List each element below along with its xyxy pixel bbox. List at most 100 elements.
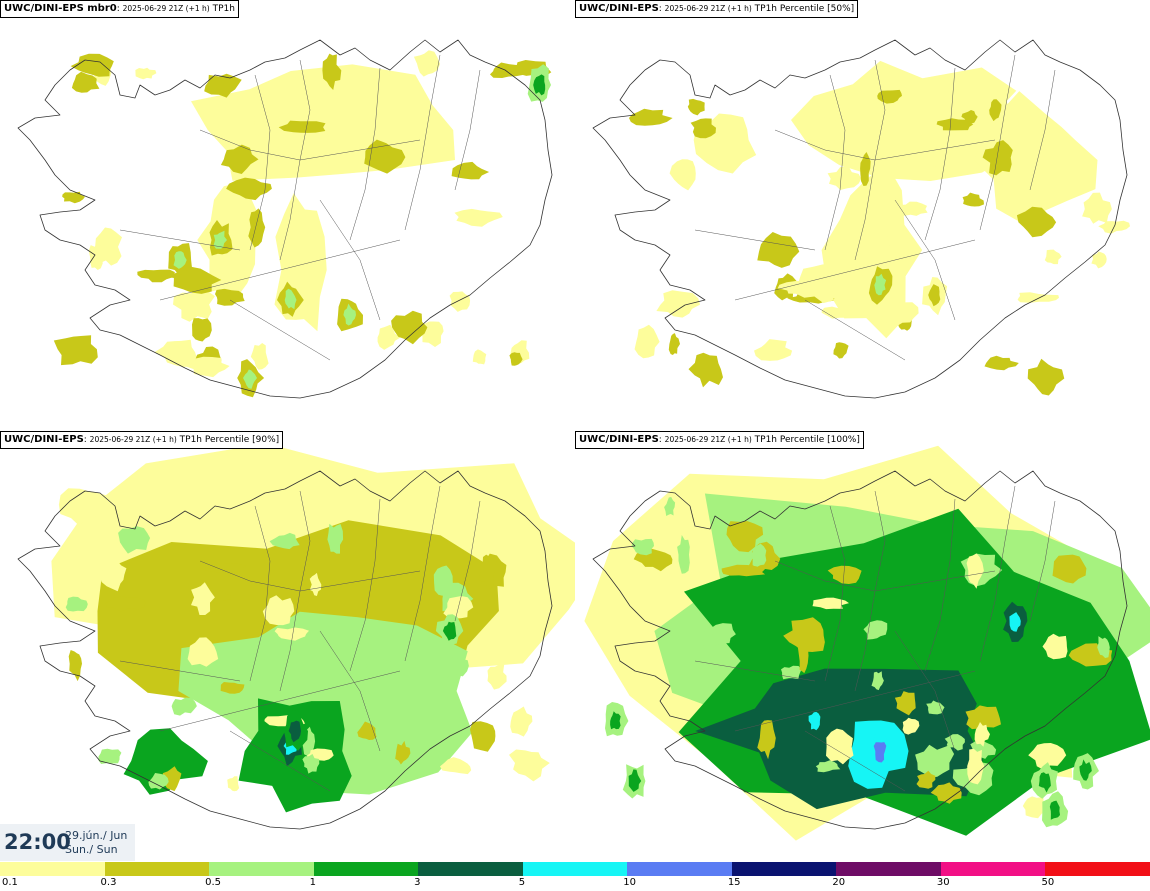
precip-area bbox=[812, 597, 849, 610]
precip-area bbox=[243, 369, 257, 389]
precip-layer bbox=[584, 445, 1150, 841]
colorbar bbox=[0, 862, 1150, 876]
precip-area bbox=[288, 720, 301, 743]
river-line bbox=[734, 239, 976, 301]
river-line bbox=[894, 199, 956, 321]
precip-area bbox=[967, 748, 985, 785]
precip-area bbox=[757, 232, 800, 268]
precip-area bbox=[808, 711, 821, 731]
precip-area bbox=[1038, 772, 1051, 793]
precip-area bbox=[99, 558, 127, 592]
precip-area bbox=[254, 109, 263, 138]
river-line bbox=[199, 129, 421, 161]
precip-area bbox=[510, 706, 533, 737]
precip-area bbox=[896, 201, 928, 217]
precip-area bbox=[794, 264, 843, 304]
precip-area bbox=[1028, 743, 1067, 770]
precip-area bbox=[58, 488, 111, 526]
river-line bbox=[319, 630, 381, 752]
precip-area bbox=[162, 766, 182, 792]
river-line bbox=[979, 485, 1016, 662]
colorbar-tick-label: 0.1 bbox=[2, 877, 18, 888]
precip-area bbox=[944, 734, 965, 751]
precip-area bbox=[669, 159, 696, 191]
precip-area bbox=[227, 776, 240, 792]
river-line bbox=[924, 498, 956, 672]
precip-area bbox=[343, 303, 356, 326]
precip-area bbox=[309, 572, 322, 596]
river-line bbox=[404, 54, 441, 231]
precip-area bbox=[118, 526, 151, 554]
precip-area bbox=[1091, 251, 1107, 269]
colorbar-tick-label: 3 bbox=[414, 877, 421, 888]
precip-area bbox=[936, 118, 974, 131]
precip-area bbox=[262, 595, 295, 626]
river-line bbox=[774, 560, 996, 592]
precip-area bbox=[487, 664, 507, 690]
precip-area bbox=[1082, 192, 1112, 224]
precip-area bbox=[687, 98, 705, 116]
precip-area bbox=[248, 208, 266, 248]
precip-area bbox=[470, 721, 496, 752]
precip-area bbox=[721, 564, 766, 577]
precip-area bbox=[629, 108, 673, 126]
precip-area bbox=[391, 310, 428, 345]
river-line bbox=[229, 730, 331, 792]
colorbar-segment bbox=[0, 862, 105, 876]
precip-area bbox=[395, 740, 411, 765]
precip-area bbox=[962, 192, 984, 207]
colorbar-tick-label: 1 bbox=[309, 877, 316, 888]
river-line bbox=[249, 505, 271, 682]
precip-area bbox=[479, 554, 497, 589]
coastline bbox=[592, 39, 1128, 399]
precip-area bbox=[664, 497, 676, 516]
map-panel-p90: UWC/DINI-EPS: 2025-06-29 21Z (+1 h) TP1h… bbox=[0, 431, 575, 862]
precip-area bbox=[783, 617, 825, 652]
coastline bbox=[592, 470, 1128, 830]
precip-area bbox=[250, 343, 269, 370]
precip-area bbox=[62, 191, 85, 204]
precip-area bbox=[413, 50, 441, 77]
river-line bbox=[824, 505, 846, 682]
precip-area bbox=[219, 260, 252, 276]
precip-area bbox=[173, 286, 215, 322]
river-line bbox=[199, 560, 421, 592]
precip-area bbox=[509, 352, 523, 366]
precip-area bbox=[269, 532, 300, 550]
panel-title: UWC/DINI-EPS mbr0: 2025-06-29 21Z (+1 h)… bbox=[0, 0, 239, 18]
precip-area bbox=[982, 140, 1013, 176]
precip-area bbox=[634, 324, 660, 359]
river-line bbox=[454, 500, 481, 622]
precip-area bbox=[509, 749, 550, 782]
precip-area bbox=[377, 324, 401, 350]
precip-area bbox=[302, 754, 320, 774]
colorbar-tick-label: 10 bbox=[623, 877, 636, 888]
precip-area bbox=[171, 697, 197, 716]
colorbar-segment bbox=[836, 862, 941, 876]
precip-area bbox=[1009, 612, 1021, 632]
map-panel-mbr0: UWC/DINI-EPS mbr0: 2025-06-29 21Z (+1 h)… bbox=[0, 0, 575, 431]
precip-area bbox=[871, 671, 884, 691]
colorbar-segment bbox=[627, 862, 732, 876]
precip-area bbox=[877, 89, 902, 104]
river-line bbox=[694, 229, 816, 251]
precip-area bbox=[827, 565, 862, 584]
precip-area bbox=[688, 352, 723, 388]
precip-area bbox=[748, 543, 767, 568]
precip-area bbox=[702, 629, 716, 652]
precip-area bbox=[204, 73, 242, 98]
precip-area bbox=[1042, 633, 1068, 660]
precip-area bbox=[610, 711, 621, 730]
precip-area bbox=[322, 53, 342, 90]
river-line bbox=[774, 129, 996, 161]
precip-area bbox=[148, 773, 169, 790]
precip-area bbox=[631, 538, 654, 556]
colorbar-tick-label: 30 bbox=[936, 877, 950, 888]
precip-area bbox=[173, 251, 187, 269]
colorbar-tick-label: 5 bbox=[518, 877, 526, 888]
river-line bbox=[159, 670, 401, 732]
precip-area bbox=[668, 333, 680, 355]
river-line bbox=[404, 485, 441, 662]
colorbar-segment bbox=[104, 862, 210, 876]
precip-area bbox=[886, 234, 910, 254]
